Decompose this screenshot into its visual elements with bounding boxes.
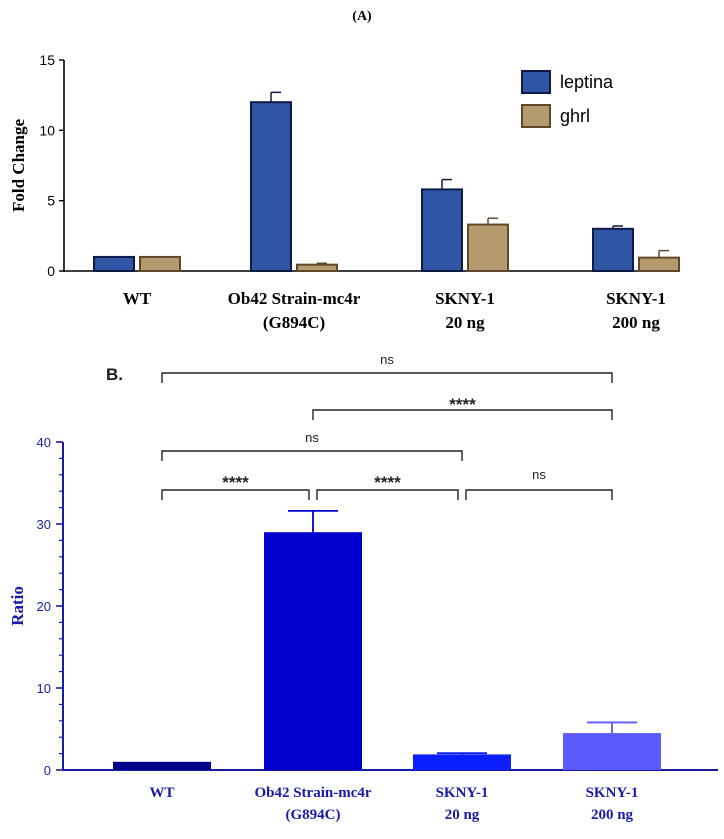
chart-a-y-tick-label: 10 bbox=[39, 122, 55, 138]
chart-a-category-label: Ob42 Strain-mc4r bbox=[228, 289, 361, 308]
chart-b-significance-bracket bbox=[161, 372, 613, 383]
chart-a-legend-label: ghrl bbox=[560, 106, 590, 126]
chart-a-bar bbox=[139, 255, 181, 272]
chart-a-category-label: SKNY-1 bbox=[606, 289, 666, 308]
chart-a-bar bbox=[250, 101, 292, 272]
chart-b-category-label: WT bbox=[149, 785, 174, 801]
chart-a-category-label: SKNY-1 bbox=[435, 289, 495, 308]
chart-a-bar bbox=[296, 263, 338, 273]
chart-a-legend-swatch bbox=[521, 70, 551, 94]
chart-b-bar bbox=[113, 761, 211, 770]
chart-a-category-label: 20 ng bbox=[445, 313, 485, 332]
chart-b-significance-bracket bbox=[161, 450, 463, 461]
chart-a: 0 5 10 15 Fold Change WT Ob42 Strain-mc4r (G894… bbox=[9, 52, 680, 332]
chart-a-y-tick-label: 15 bbox=[39, 52, 55, 68]
chart-b-significance-bracket bbox=[316, 489, 459, 500]
chart-b-significance-bracket bbox=[161, 489, 310, 500]
chart-b-bar bbox=[264, 532, 362, 770]
chart-a-bar bbox=[93, 255, 135, 272]
chart-b-category-label: (G894C) bbox=[286, 807, 341, 823]
chart-a-category-label: 200 ng bbox=[612, 313, 660, 332]
chart-b-category-label: 200 ng bbox=[591, 807, 634, 823]
chart-a-category-label: WT bbox=[123, 289, 152, 308]
chart-b-bar bbox=[563, 733, 661, 770]
chart-b-significance-bracket bbox=[465, 489, 613, 500]
chart-b-significance-label: ns bbox=[532, 467, 546, 482]
chart-b-category-label: Ob42 Strain-mc4r bbox=[254, 785, 371, 801]
chart-a-legend-label: leptina bbox=[560, 72, 614, 92]
panel-b-label: B. bbox=[106, 365, 123, 384]
chart-b-significance-label: ns bbox=[380, 352, 394, 367]
chart-a-bar bbox=[467, 223, 509, 272]
chart-b-significance-label: ns bbox=[305, 430, 319, 445]
chart-b-category-label: 20 ng bbox=[445, 807, 480, 823]
chart-b-y-tick-label: 20 bbox=[37, 599, 51, 614]
chart-a-bar bbox=[421, 188, 463, 272]
chart-a-bar bbox=[592, 227, 634, 273]
chart-b-significance-label: **** bbox=[374, 473, 401, 492]
chart-a-y-tick-label: 0 bbox=[47, 263, 55, 279]
chart-a-y-axis-label: Fold Change bbox=[9, 119, 28, 212]
chart-b: 0 10 20 30 40 Ratio WT Ob42 Strain-mc4r (G894C) S… bbox=[8, 352, 718, 823]
panel-a-label: (A) bbox=[352, 9, 372, 24]
chart-a-legend-swatch bbox=[521, 104, 551, 128]
chart-b-category-label: SKNY-1 bbox=[586, 785, 639, 801]
chart-b-y-axis-label: Ratio bbox=[8, 586, 27, 626]
chart-b-y-tick-label: 0 bbox=[44, 763, 51, 778]
chart-b-y-tick-label: 30 bbox=[37, 517, 51, 532]
chart-b-y-tick-label: 10 bbox=[37, 681, 51, 696]
chart-b-y-tick-label: 40 bbox=[37, 435, 51, 450]
chart-b-significance-bracket bbox=[312, 409, 613, 420]
chart-a-y-tick-label: 5 bbox=[47, 193, 55, 209]
chart-a-bar bbox=[638, 256, 680, 272]
chart-b-bar bbox=[413, 754, 511, 770]
chart-a-category-label: (G894C) bbox=[263, 313, 325, 332]
chart-b-significance-label: **** bbox=[222, 473, 249, 492]
chart-b-significance-label: **** bbox=[449, 395, 476, 414]
chart-b-category-label: SKNY-1 bbox=[436, 785, 489, 801]
